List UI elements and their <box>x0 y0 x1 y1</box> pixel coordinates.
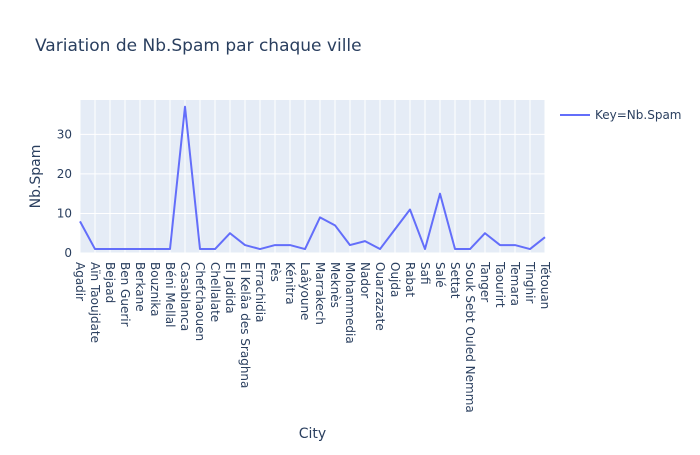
x-tick-label: Fès <box>268 262 282 282</box>
data-point[interactable] <box>332 222 338 228</box>
x-tick-label: Tétouan <box>538 261 552 309</box>
x-tick-label: Tinghir <box>523 261 537 303</box>
x-tick-label: Ouarzazate <box>373 262 387 331</box>
x-tick-label: Bejaad <box>103 262 117 303</box>
legend-label: Key=Nb.Spam <box>595 108 682 122</box>
data-point[interactable] <box>227 230 233 236</box>
x-axis-title: City <box>299 426 326 442</box>
data-point[interactable] <box>452 246 458 252</box>
x-tick-label: Salé <box>433 262 447 288</box>
x-tick-label: Marrakech <box>313 262 327 325</box>
y-axis-ticks: 0 10 20 30 <box>57 127 72 260</box>
series-layer <box>77 104 548 252</box>
x-tick-label: Tanger <box>478 261 492 302</box>
y-tick-label: 10 <box>57 206 72 220</box>
x-tick-label: El Jadida <box>223 262 237 314</box>
data-point[interactable] <box>287 242 293 248</box>
data-point[interactable] <box>512 242 518 248</box>
data-point[interactable] <box>362 238 368 244</box>
data-point[interactable] <box>272 242 278 248</box>
data-point[interactable] <box>527 246 533 252</box>
x-tick-label: Ben Guerir <box>118 262 132 327</box>
data-point[interactable] <box>347 242 353 248</box>
x-tick-label: Souk Sebt Ouled Nemma <box>463 262 477 413</box>
x-tick-label: Errachidia <box>253 262 267 322</box>
x-tick-label: Settat <box>448 262 462 299</box>
x-tick-label: Bouznika <box>148 262 162 317</box>
data-point[interactable] <box>242 242 248 248</box>
data-point[interactable] <box>407 207 413 213</box>
grid-layer <box>79 100 546 254</box>
series-line[interactable] <box>79 105 546 251</box>
data-point[interactable] <box>437 191 443 197</box>
data-point[interactable] <box>167 246 173 252</box>
x-tick-label: Safi <box>418 262 432 285</box>
x-tick-label: Rabat <box>403 262 417 297</box>
x-tick-label: Chellalate <box>208 262 222 322</box>
data-point[interactable] <box>137 246 143 252</box>
x-tick-label: Aïn Taoujdate <box>88 262 102 343</box>
y-tick-label: 0 <box>64 246 72 260</box>
x-tick-label: El Kelâa des Sraghna <box>238 262 252 388</box>
data-point[interactable] <box>392 226 398 232</box>
x-tick-label: Kénitra <box>283 262 297 305</box>
x-tick-label: Casablanca <box>178 262 192 331</box>
data-point[interactable] <box>212 246 218 252</box>
plot-area <box>80 100 545 253</box>
data-point[interactable] <box>467 246 473 252</box>
data-point[interactable] <box>182 104 188 110</box>
x-tick-label: Berkane <box>133 262 147 312</box>
x-tick-label: Taourirt <box>493 261 507 308</box>
y-tick-label: 20 <box>57 167 72 181</box>
data-point[interactable] <box>422 246 428 252</box>
x-axis-ticks: Agadir Aïn Taoujdate Bejaad Ben Guerir Berka… <box>73 261 552 413</box>
y-axis-title: Nb.Spam <box>28 145 44 209</box>
data-point[interactable] <box>257 246 263 252</box>
x-tick-label: Meknès <box>328 262 342 308</box>
data-point[interactable] <box>377 246 383 252</box>
x-tick-label: Oujda <box>388 262 402 297</box>
data-point[interactable] <box>197 246 203 252</box>
x-tick-label: Agadir <box>73 262 87 301</box>
chart-title: Variation de Nb.Spam par chaque ville <box>35 36 362 56</box>
data-point[interactable] <box>317 214 323 220</box>
data-point[interactable] <box>107 246 113 252</box>
x-tick-label: Temara <box>508 261 522 306</box>
data-point[interactable] <box>152 246 158 252</box>
x-tick-label: Béni Mellal <box>163 262 177 327</box>
x-tick-label: Laâyoune <box>298 262 312 320</box>
data-point[interactable] <box>122 246 128 252</box>
data-point[interactable] <box>92 246 98 252</box>
data-point[interactable] <box>497 242 503 248</box>
x-tick-label: Mohammedia <box>343 262 357 344</box>
data-point[interactable] <box>482 230 488 236</box>
data-point[interactable] <box>302 246 308 252</box>
x-tick-label: Chefchaouen <box>193 262 207 341</box>
y-tick-label: 30 <box>57 127 72 141</box>
x-tick-label: Nador <box>358 262 372 298</box>
data-point[interactable] <box>542 234 548 240</box>
data-point[interactable] <box>77 218 83 224</box>
legend[interactable]: Key=Nb.Spam <box>560 108 682 122</box>
